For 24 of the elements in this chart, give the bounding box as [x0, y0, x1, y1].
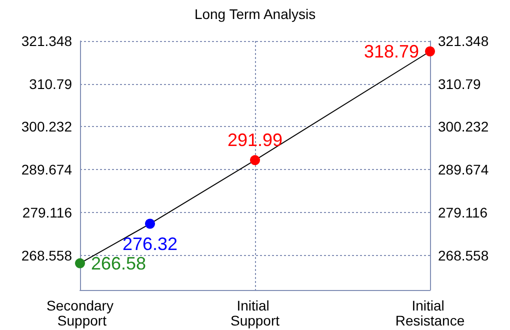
y-tick-label: 321.348	[21, 33, 72, 49]
y-tick-label: 310.79	[29, 76, 72, 92]
x-tick-label: Initial Resistance	[395, 298, 465, 328]
data-label: 291.99	[227, 130, 283, 150]
data-label: 276.32	[122, 234, 178, 254]
data-label: 318.79	[364, 41, 419, 62]
y2-tick-label: 268.558	[438, 247, 489, 264]
point	[75, 258, 85, 268]
y2-tick-label: 300.232	[438, 118, 489, 135]
y-tick-label: 268.558	[21, 247, 72, 264]
x-tick-label: Initial Support	[230, 298, 280, 328]
y-tick-label: 289.674	[21, 162, 72, 178]
y-tick-label: 279.116	[22, 204, 72, 220]
y2-tick-label: 279.116	[438, 204, 488, 220]
point	[145, 218, 155, 229]
y2-tick-label: 321.348	[438, 33, 489, 49]
point	[425, 46, 435, 56]
y2-tick-label: 310.79	[438, 76, 482, 92]
data-label: 266.58	[91, 253, 146, 274]
y-tick-label: 300.232	[21, 118, 72, 135]
y2-tick-label: 289.674	[438, 162, 489, 178]
point	[250, 155, 260, 166]
chart-title: Long Term Analysis	[194, 6, 316, 22]
x-tick-label: Secondary Support	[46, 298, 114, 328]
